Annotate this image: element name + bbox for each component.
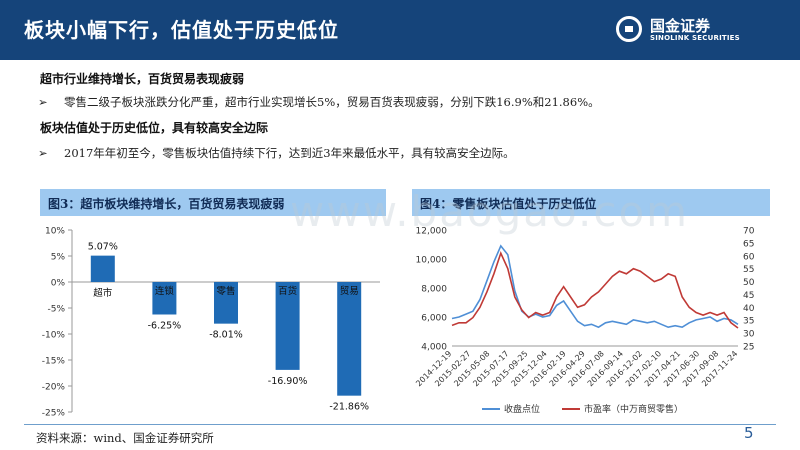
line-left-tick-label: 12,000 [416,227,448,237]
line-right-tick-label: 30 [743,330,755,340]
watermark: www.baogao.com [290,187,690,236]
footer-divider [24,424,776,425]
bar-chart: 10% 5% 0% -5% -10% -15% -20% -25% 超市 5.07% 连锁 -6.25… [42,227,380,419]
line-right-tick-label: 35 [743,317,754,327]
line-left-tick-label: 8,000 [421,285,447,295]
bar-value-label: -21.86% [329,402,369,413]
bar-category-label: 零售 [216,285,235,297]
chart4-title: 图4：零售板块估值处于历史低位 [420,197,597,211]
bullet-arrow-icon: ➢ [38,146,48,160]
page-title: 板块小幅下行，估值处于历史低位 [24,18,339,42]
bar-category-label: 超市 [93,287,113,299]
bullet-item-1: ➢ 零售二级子板块涨跌分化严重，超市行业实现增长5%，贸易百货表现疲弱，分别下跌1… [38,94,600,110]
bar-value-label: -16.90% [268,376,308,387]
line-right-tick-label: 25 [743,343,754,353]
bullet-text-2: 2017年年初至今，零售板块估值持续下行，达到近3年来最低水平，具有较高安全边际… [64,146,515,160]
bar-y-tick-label: -25% [42,409,66,419]
header-bar: 板块小幅下行，估值处于历史低位 国金证券 SINOLINK SECURITIES [0,0,800,60]
chart4-title-bar: 图4：零售板块估值处于历史低位 [412,189,770,216]
bar-y-tick-label: -5% [47,305,65,315]
bar-category-label: 百货 [278,285,297,297]
bar-value-label: -6.25% [148,321,182,332]
chart3-title: 图3：超市板块维持增长，百货贸易表现疲弱 [48,197,285,211]
bar-category-label: 贸易 [340,285,359,297]
bar-1 [90,255,115,282]
bullet-text-1: 零售二级子板块涨跌分化严重，超市行业实现增长5%，贸易百货表现疲弱，分别下跌16… [64,95,600,109]
line-right-tick-label: 55 [743,265,754,275]
bar-2 [152,282,177,315]
line-left-tick-label: 10,000 [416,256,448,266]
legend-label-2: 市盈率（中万商贸零售） [584,403,683,415]
source-note: 资料来源：wind、国金证券研究所 [36,431,214,445]
line-chart: 12,000 10,000 8,000 6,000 4,000 70 65 60 55 50 45 4… [414,227,755,416]
bar-y-tick-label: -15% [42,357,66,367]
series-line-1 [451,244,739,329]
bar-y-tick-label: 5% [51,253,66,263]
line-left-tick-label: 6,000 [421,314,447,324]
bar-5 [337,282,362,396]
bar-4 [275,282,300,370]
line-right-tick-label: 65 [743,239,754,249]
line-right-tick-label: 70 [743,227,755,237]
logo-mark-icon [616,16,642,42]
bar-y-tick-label: -10% [42,331,66,341]
bar-y-tick-label: 0% [51,279,66,289]
line-right-tick-label: 40 [743,304,755,314]
legend-label-1: 收盘点位 [504,403,540,415]
bar-value-label: 5.07% [88,242,118,253]
company-logo: 国金证券 SINOLINK SECURITIES [616,10,786,50]
bar-y-tick-label: 10% [45,227,65,237]
series-line-2 [451,251,739,329]
line-right-tick-label: 60 [743,252,755,262]
logo-name: 国金证券 [650,17,711,35]
bar-value-label: -8.01% [209,330,243,341]
bar-3 [214,282,238,324]
bar-y-tick-label: -20% [42,383,66,393]
line-right-tick-label: 45 [743,291,754,301]
bar-category-label: 连锁 [155,285,175,297]
section-heading-1: 超市行业维持增长，百货贸易表现疲弱 [40,72,245,86]
line-right-tick-label: 50 [743,278,755,288]
section-heading-2: 板块估值处于历史低位，具有较高安全边际 [40,121,269,135]
line-left-tick-label: 4,000 [421,343,447,353]
bullet-item-2: ➢ 2017年年初至今，零售板块估值持续下行，达到近3年来最低水平，具有较高安全边… [38,145,515,161]
bullet-arrow-icon: ➢ [38,95,48,109]
logo-subtitle: SINOLINK SECURITIES [650,34,740,42]
chart3-title-bar: 图3：超市板块维持增长，百货贸易表现疲弱 [40,189,386,216]
page-number: 5 [744,424,754,442]
